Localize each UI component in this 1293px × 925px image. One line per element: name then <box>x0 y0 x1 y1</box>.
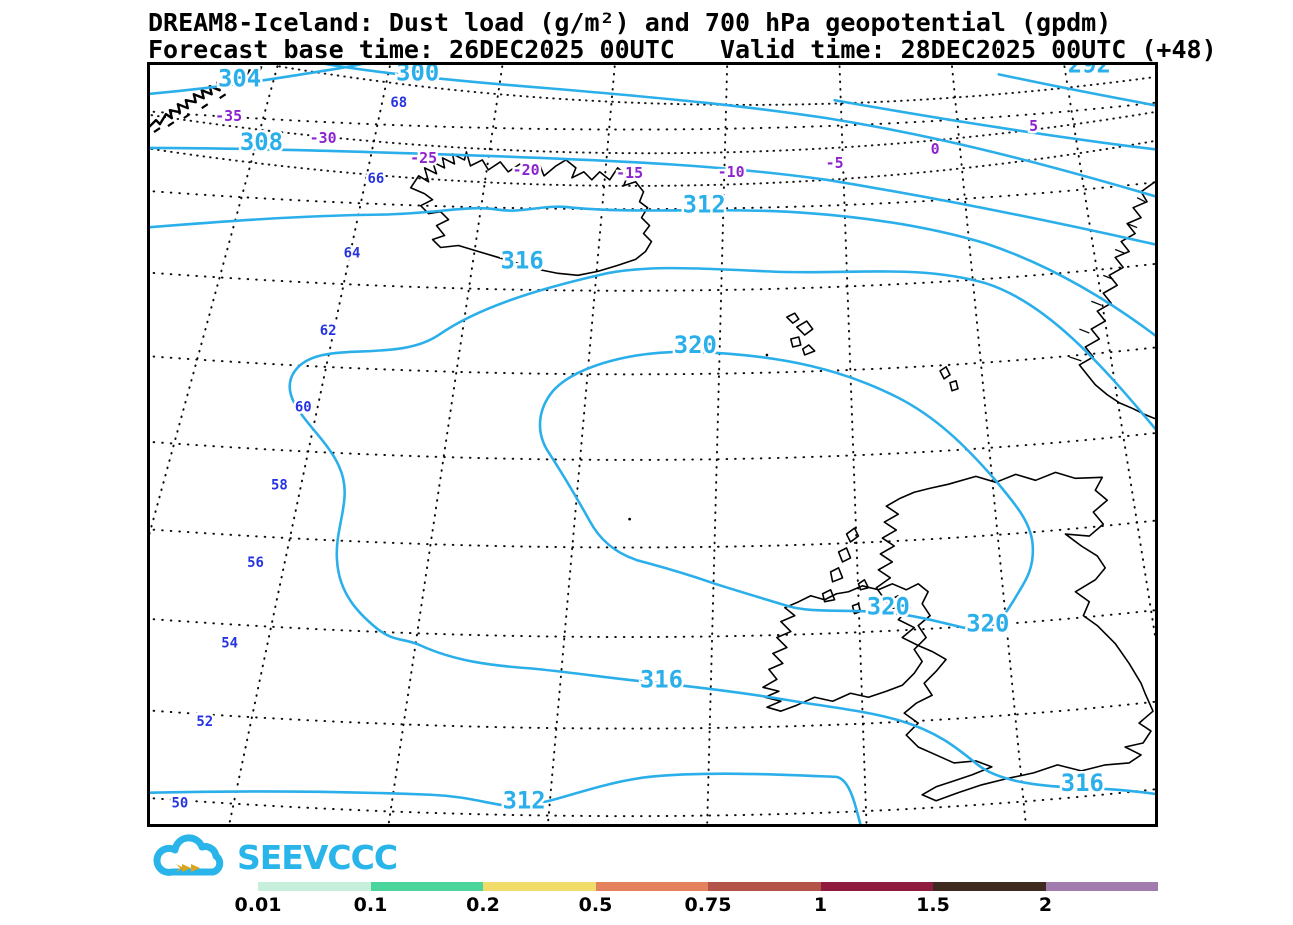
latitude-tick-label: 52 <box>196 714 213 730</box>
contour-296 <box>833 98 1155 151</box>
geopotential-contour-label: 316 <box>640 665 683 693</box>
colorbar-segment <box>933 882 1046 891</box>
chart-title: DREAM8-Iceland: Dust load (g/m²) and 700… <box>148 8 1112 37</box>
graticule-meridians <box>150 65 1155 824</box>
geopotential-contour-label: 320 <box>966 610 1009 638</box>
latitude-tick-label: 60 <box>295 400 312 416</box>
faroe-islands <box>786 312 816 356</box>
temperature-contour-label: -15 <box>616 164 643 182</box>
latitude-tick-label: 56 <box>247 555 264 571</box>
latitude-tick-label: 50 <box>171 796 188 812</box>
iceland-coast <box>409 151 653 277</box>
dust-load-colorbar <box>258 882 1158 891</box>
geopotential-contour-label: 316 <box>1061 769 1104 797</box>
geopotential-contour-label: 316 <box>501 246 544 274</box>
colorbar-tick-label: 0.5 <box>578 894 613 916</box>
contour-304 <box>150 65 364 96</box>
latitude-tick-label: 58 <box>271 477 288 493</box>
geopotential-contour-label: 320 <box>867 593 910 621</box>
latitude-tick-label: 64 <box>344 245 361 261</box>
latitude-tick-label: 62 <box>320 323 337 339</box>
colorbar-segment <box>595 882 708 891</box>
colorbar-segment <box>258 882 371 891</box>
temperature-contours <box>150 65 1155 187</box>
colorbar-tick-label: 1.5 <box>916 894 950 916</box>
contour-308 <box>150 146 1155 246</box>
colorbar-segment <box>370 882 483 891</box>
colorbar-segment <box>820 882 933 891</box>
geopotential-contour-label: 304 <box>218 65 261 92</box>
temperature-contour-label: -25 <box>410 149 437 167</box>
latitude-tick-label: 54 <box>221 635 238 651</box>
geopotential-contour-label: 292 <box>1068 65 1111 78</box>
temperature-contour-label: -20 <box>513 161 540 179</box>
contour-320-loop <box>538 350 1035 632</box>
colorbar-tick-label: 2 <box>1038 894 1053 916</box>
map-canvas: 304 300 292 308 312 316 320 320 320 316 316 312 -35 -… <box>150 65 1155 824</box>
greenland-coast <box>150 65 263 128</box>
geopotential-contour-label: 312 <box>503 787 546 815</box>
colorbar-tick-label: 0.01 <box>234 894 282 916</box>
seevccc-logo-text: SEEVCCC <box>237 838 398 877</box>
contour-312-south <box>150 772 862 824</box>
forecast-map: 304 300 292 308 312 316 320 320 320 316 316 312 -35 -… <box>147 62 1158 827</box>
shetland-islands <box>939 366 959 392</box>
temperature-contour-label: -10 <box>718 163 745 181</box>
contour-292 <box>997 73 1155 107</box>
colorbar-segment <box>708 882 821 891</box>
temperature-contour-label: 5 <box>1029 117 1038 135</box>
colorbar-tick-label: 0.75 <box>684 894 732 916</box>
ireland-coast <box>762 583 931 712</box>
temperature-contour-label: -35 <box>215 107 242 125</box>
colorbar-segment <box>483 882 596 891</box>
colorbar-tick-label: 0.2 <box>466 894 500 916</box>
seevccc-logo <box>148 834 358 880</box>
seevccc-cloud-icon <box>153 834 224 876</box>
colorbar-tick-label: 0.1 <box>353 894 388 916</box>
contour-316 <box>288 266 1155 796</box>
colorbar-segment <box>1045 882 1158 891</box>
logo-arrow-icon <box>176 864 200 872</box>
geopotential-contour-label: 312 <box>683 191 726 219</box>
hebrides-islands <box>821 527 870 615</box>
chart-subtitle: Forecast base time: 26DEC2025 00UTC Vali… <box>148 35 1217 64</box>
contour-300 <box>324 65 1155 198</box>
geopotential-contours <box>150 65 1155 824</box>
latitude-tick-label: 66 <box>367 171 384 187</box>
contour-312 <box>150 205 1155 337</box>
great-britain-coast <box>875 471 1154 802</box>
colorbar-tick-label: 1 <box>813 894 828 916</box>
geopotential-contour-label: 320 <box>674 331 717 359</box>
temperature-contour-label: 0 <box>931 140 940 158</box>
graticule-parallels <box>150 101 1155 818</box>
geopotential-contour-label: 300 <box>396 65 439 86</box>
geopotential-contour-label: 308 <box>240 128 283 156</box>
temperature-contour-label: -30 <box>310 129 337 147</box>
latitude-tick-label: 68 <box>390 95 407 111</box>
temperature-contour-label: -5 <box>826 154 844 172</box>
